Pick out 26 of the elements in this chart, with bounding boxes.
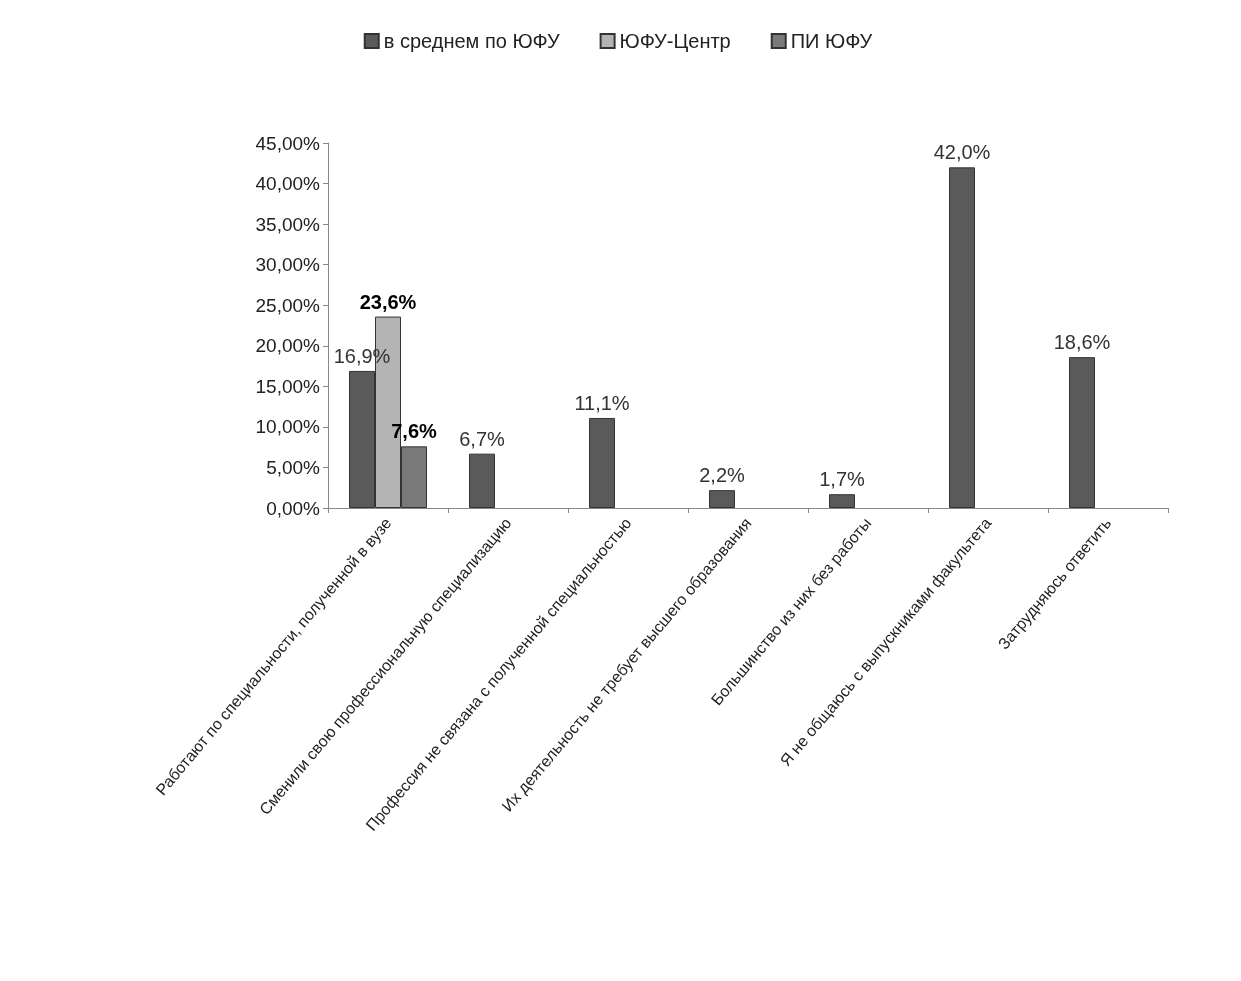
y-tick-label: 15,00% — [255, 375, 321, 397]
data-label: 6,7% — [459, 427, 506, 450]
bar — [1069, 357, 1095, 508]
y-tick-label: 10,00% — [255, 416, 321, 438]
y-tick-label: 0,00% — [266, 497, 321, 519]
bar — [829, 494, 855, 508]
bar — [469, 453, 495, 508]
data-label: 2,2% — [699, 464, 746, 487]
bar — [949, 167, 975, 508]
legend-label: ЮФУ-Центр — [619, 30, 731, 52]
legend-label: в среднем по ЮФУ — [383, 30, 560, 52]
y-tick-label: 35,00% — [255, 213, 321, 235]
y-tick-label: 20,00% — [255, 335, 321, 357]
data-label: 23,6% — [359, 290, 417, 313]
data-label: 42,0% — [933, 141, 991, 164]
y-tick-label: 25,00% — [255, 294, 321, 316]
bar — [589, 417, 615, 508]
y-tick-label: 30,00% — [255, 254, 321, 276]
y-tick-label: 5,00% — [266, 456, 321, 478]
bar — [709, 490, 735, 508]
y-tick-label: 40,00% — [255, 173, 321, 195]
legend-label: ПИ ЮФУ — [790, 30, 873, 52]
data-label: 1,7% — [819, 468, 866, 491]
y-tick-label: 45,00% — [255, 132, 321, 154]
data-label: 18,6% — [1053, 331, 1111, 354]
data-label: 11,1% — [574, 391, 630, 414]
